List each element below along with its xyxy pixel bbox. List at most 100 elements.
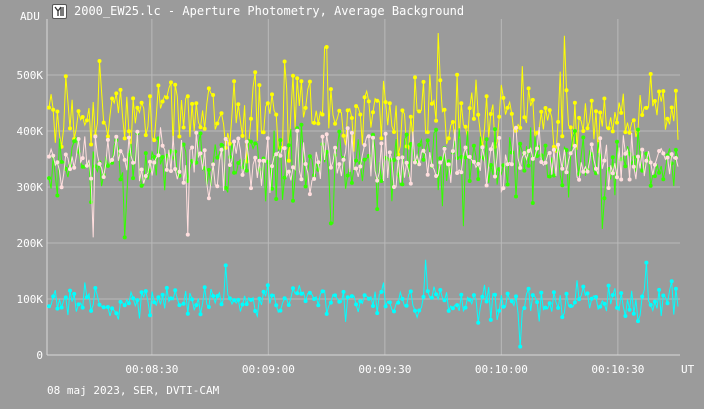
data-point — [232, 298, 237, 303]
data-point — [194, 101, 199, 106]
data-point — [610, 155, 615, 160]
y-tick-label: 500K — [17, 69, 44, 82]
data-point — [139, 183, 144, 188]
data-point — [143, 289, 148, 294]
data-point — [665, 301, 670, 306]
data-point — [631, 155, 636, 160]
data-point — [105, 134, 110, 139]
data-point — [514, 294, 518, 299]
data-point — [349, 130, 354, 135]
data-point — [488, 163, 493, 167]
data-point — [47, 154, 51, 159]
data-point — [594, 166, 598, 171]
data-point — [84, 295, 89, 300]
data-point — [337, 299, 342, 304]
data-point — [282, 296, 287, 301]
data-point — [177, 303, 182, 308]
data-point — [215, 184, 220, 189]
data-point — [206, 167, 211, 172]
data-point — [198, 131, 203, 136]
data-point — [623, 314, 628, 318]
data-point — [190, 145, 195, 150]
data-point — [404, 160, 409, 165]
data-point — [640, 168, 645, 173]
data-point — [396, 156, 401, 161]
data-point — [673, 286, 678, 291]
data-point — [514, 125, 518, 130]
data-point — [337, 129, 342, 134]
data-point — [619, 177, 624, 182]
data-point — [131, 296, 136, 301]
data-point — [89, 142, 94, 147]
data-point — [371, 135, 375, 140]
data-point — [143, 174, 148, 178]
data-point — [577, 172, 582, 176]
data-point — [636, 127, 640, 132]
data-point — [160, 292, 165, 297]
data-point — [417, 109, 422, 114]
data-point — [429, 101, 434, 106]
data-point — [181, 125, 186, 130]
data-point — [122, 157, 127, 162]
data-point — [249, 186, 253, 191]
data-point — [337, 162, 342, 167]
data-point — [556, 142, 561, 147]
data-point — [539, 290, 544, 295]
data-point — [349, 180, 354, 185]
data-point — [215, 294, 220, 299]
data-point — [547, 301, 552, 306]
data-point — [328, 87, 333, 92]
data-point — [657, 170, 662, 175]
x-tick-label: 00:09:30 — [358, 363, 411, 376]
data-point — [93, 134, 98, 139]
data-point — [215, 155, 220, 160]
data-point — [219, 142, 224, 147]
data-point — [354, 158, 359, 163]
data-point — [471, 293, 476, 298]
data-point — [598, 136, 603, 141]
data-point — [274, 197, 279, 201]
data-point — [627, 130, 632, 135]
data-point — [594, 295, 598, 299]
data-point — [307, 154, 312, 159]
data-point — [236, 102, 241, 107]
series-line — [48, 259, 679, 347]
data-point — [164, 285, 169, 290]
data-point — [89, 200, 94, 205]
data-point — [530, 156, 535, 161]
data-point — [51, 294, 56, 299]
data-point — [261, 130, 266, 135]
data-point — [610, 129, 615, 134]
data-point — [572, 129, 577, 133]
data-point — [568, 125, 573, 130]
data-point — [585, 126, 590, 131]
data-point — [328, 221, 333, 226]
data-point — [371, 304, 375, 308]
data-point — [657, 89, 662, 94]
data-point — [223, 185, 228, 190]
data-point — [509, 162, 514, 167]
data-point — [476, 320, 481, 325]
data-point — [47, 176, 51, 181]
data-point — [518, 165, 523, 170]
data-point — [535, 154, 540, 158]
data-point — [320, 289, 325, 294]
data-point — [467, 106, 472, 111]
data-point — [375, 311, 380, 316]
data-point — [122, 235, 127, 240]
data-point — [328, 300, 333, 305]
data-point — [219, 111, 224, 116]
data-point — [349, 116, 354, 120]
data-point — [135, 298, 140, 303]
data-point — [139, 290, 144, 295]
data-point — [316, 160, 321, 165]
data-point — [105, 305, 110, 309]
data-point — [307, 79, 312, 84]
data-point — [404, 132, 409, 137]
data-point — [657, 149, 662, 153]
data-point — [55, 193, 60, 198]
data-point — [669, 152, 674, 157]
data-point — [122, 136, 127, 141]
data-point — [320, 112, 325, 117]
